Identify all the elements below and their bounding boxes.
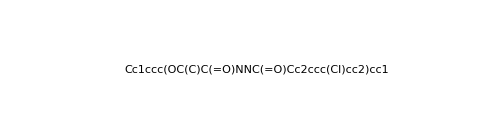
Text: Cc1ccc(OC(C)C(=O)NNC(=O)Cc2ccc(Cl)cc2)cc1: Cc1ccc(OC(C)C(=O)NNC(=O)Cc2ccc(Cl)cc2)cc… (124, 65, 388, 75)
